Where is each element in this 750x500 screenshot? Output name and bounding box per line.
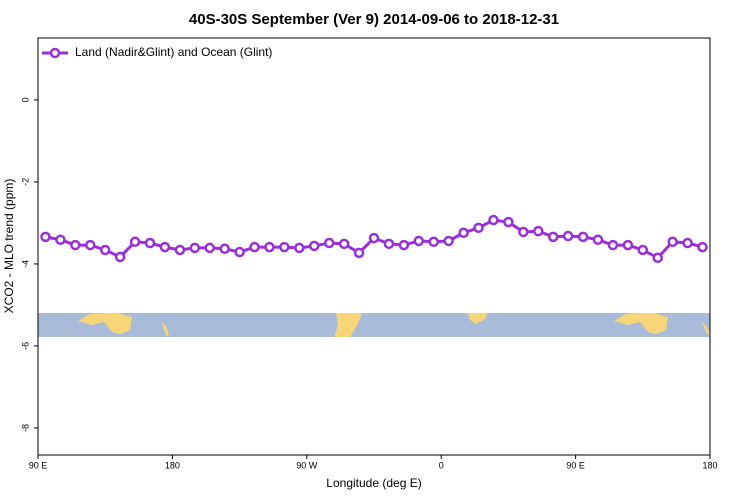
data-point xyxy=(204,242,215,254)
x-tick-label: 180 xyxy=(702,460,717,470)
data-point xyxy=(562,230,574,242)
y-tick-label: -4 xyxy=(20,260,30,268)
data-point xyxy=(99,244,111,256)
chart-title: 40S-30S September (Ver 9) 2014-09-06 to … xyxy=(189,11,559,28)
data-point xyxy=(234,246,245,258)
legend-marker xyxy=(49,47,61,59)
data-point xyxy=(368,232,380,244)
x-tick-label: 90 W xyxy=(296,460,318,470)
x-tick-label: 0 xyxy=(439,460,444,470)
data-point xyxy=(70,239,81,251)
data-point xyxy=(547,231,559,243)
data-point xyxy=(129,236,141,248)
data-point xyxy=(219,243,230,255)
data-point xyxy=(428,236,439,248)
data-point xyxy=(458,227,469,239)
data-point xyxy=(443,235,454,247)
data-point xyxy=(398,239,410,251)
x-tick-label: 180 xyxy=(165,460,180,470)
data-point xyxy=(279,241,290,253)
data-point xyxy=(189,242,201,254)
data-point xyxy=(577,231,589,243)
data-point xyxy=(144,237,156,249)
data-point xyxy=(473,222,484,234)
data-point xyxy=(264,241,275,253)
data-point xyxy=(338,238,350,250)
legend-label: Land (Nadir&Glint) and Ocean (Glint) xyxy=(75,45,272,59)
data-point xyxy=(85,239,96,251)
map-strip xyxy=(38,313,710,337)
x-tick-label: 90 E xyxy=(566,460,585,470)
y-axis-label: XCO2 - MLO trend (ppm) xyxy=(2,179,16,314)
data-point xyxy=(174,244,186,256)
x-tick-label: 90 E xyxy=(29,460,48,470)
data-point xyxy=(533,225,544,237)
data-point xyxy=(667,236,678,248)
y-tick-label: 0 xyxy=(20,97,30,102)
data-point xyxy=(323,237,335,249)
data-point xyxy=(518,226,529,238)
data-point xyxy=(697,241,708,253)
data-point xyxy=(503,216,514,228)
data-point xyxy=(294,242,305,254)
data-point xyxy=(622,239,634,251)
data-point xyxy=(413,235,425,247)
data-point xyxy=(40,231,51,243)
y-tick-label: -8 xyxy=(20,424,30,432)
data-point xyxy=(637,244,649,256)
data-point xyxy=(607,239,619,251)
data-point xyxy=(353,247,365,259)
data-point xyxy=(55,234,66,245)
y-tick-label: -2 xyxy=(20,178,30,186)
data-point xyxy=(652,252,663,264)
plot-frame xyxy=(37,37,711,456)
x-axis-label: Longitude (deg E) xyxy=(326,476,421,490)
data-point xyxy=(383,238,395,250)
data-point xyxy=(114,251,126,263)
data-point xyxy=(309,240,320,252)
y-tick-label: -6 xyxy=(20,342,30,350)
data-point xyxy=(682,237,693,249)
data-point xyxy=(592,234,604,245)
data-point xyxy=(249,241,260,253)
data-point xyxy=(159,241,171,253)
data-point xyxy=(488,214,499,226)
